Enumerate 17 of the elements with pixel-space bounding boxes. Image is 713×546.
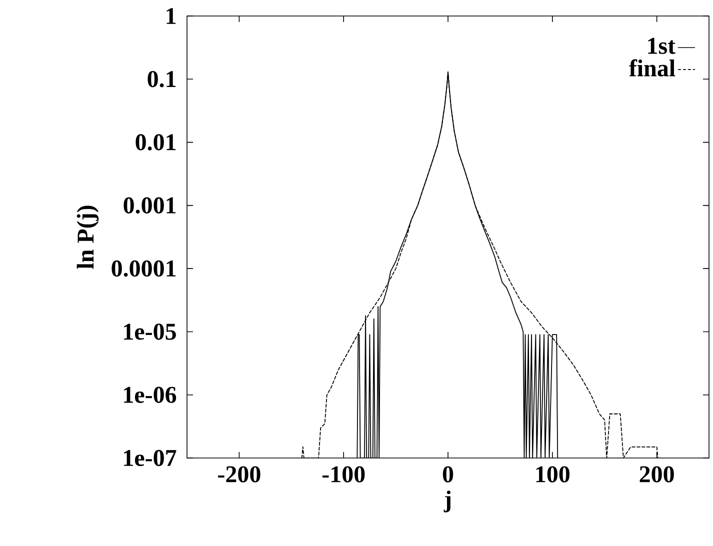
x-axis-title: j <box>444 490 450 512</box>
y-tick-label: 0.01 <box>136 134 176 150</box>
x-tick-label: 100 <box>536 466 570 482</box>
y-tick-label: 1 <box>166 8 176 24</box>
y-tick-label: 0.1 <box>148 70 176 88</box>
y-tick-label: 0.0001 <box>112 260 176 277</box>
x-tick-label: 0 <box>442 466 454 482</box>
y-tick-label: 1e-05 <box>124 324 176 340</box>
x-tick-label: -100 <box>322 466 365 482</box>
legend-label: final <box>629 59 676 76</box>
y-tick-label: 1e-07 <box>124 450 176 466</box>
y-tick-label: 1e-06 <box>124 386 176 403</box>
y-axis-title: ln P(j) <box>76 206 99 269</box>
y-tick-label: 0.001 <box>124 197 176 214</box>
x-tick-label: -200 <box>218 466 260 482</box>
legend-label: 1st <box>648 38 676 54</box>
x-tick-label: 200 <box>640 466 674 482</box>
